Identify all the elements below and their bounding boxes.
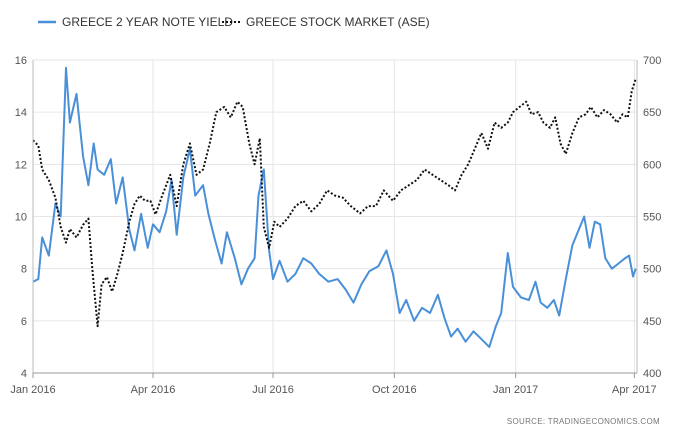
y-left-tick-label: 6 [21, 316, 27, 328]
x-tick-label: Jan 2016 [10, 384, 55, 396]
y-right-tick-label: 450 [643, 316, 661, 328]
axes: 4 6 8 10 12 14 16 400 450 500 550 600 650 700 Jan 2016… [10, 55, 661, 396]
legend-label-yield: GREECE 2 YEAR NOTE YIELD [62, 15, 233, 29]
y-right-tick-label: 600 [643, 159, 661, 171]
y-left-tick-label: 8 [21, 264, 27, 276]
legend-label-stock: GREECE STOCK MARKET (ASE) [246, 15, 430, 29]
y-right-tick-label: 400 [643, 368, 661, 380]
series-line-yield [32, 66, 637, 348]
x-tick-label: Apr 2016 [131, 384, 176, 396]
y-right-tick-label: 550 [643, 212, 661, 224]
series-line-stock [32, 78, 637, 328]
x-tick-label: Apr 2017 [612, 384, 657, 396]
y-left-tick-label: 16 [15, 55, 27, 67]
y-left-tick-label: 4 [21, 368, 27, 380]
x-tick-label: Oct 2016 [372, 384, 417, 396]
y-left-tick-label: 14 [15, 107, 27, 119]
y-left-tick-label: 12 [15, 159, 27, 171]
y-right-tick-label: 700 [643, 55, 661, 67]
legend: GREECE 2 YEAR NOTE YIELD GREECE STOCK MA… [38, 15, 430, 29]
x-tick-label: Jan 2017 [493, 384, 538, 396]
source-label: SOURCE: TRADINGECONOMICS.COM [507, 417, 660, 426]
x-tick-label: Jul 2016 [252, 384, 294, 396]
grid [32, 59, 637, 374]
y-right-tick-label: 500 [643, 264, 661, 276]
y-left-tick-label: 10 [15, 212, 27, 224]
y-right-tick-label: 650 [643, 107, 661, 119]
series-layer [32, 66, 637, 348]
